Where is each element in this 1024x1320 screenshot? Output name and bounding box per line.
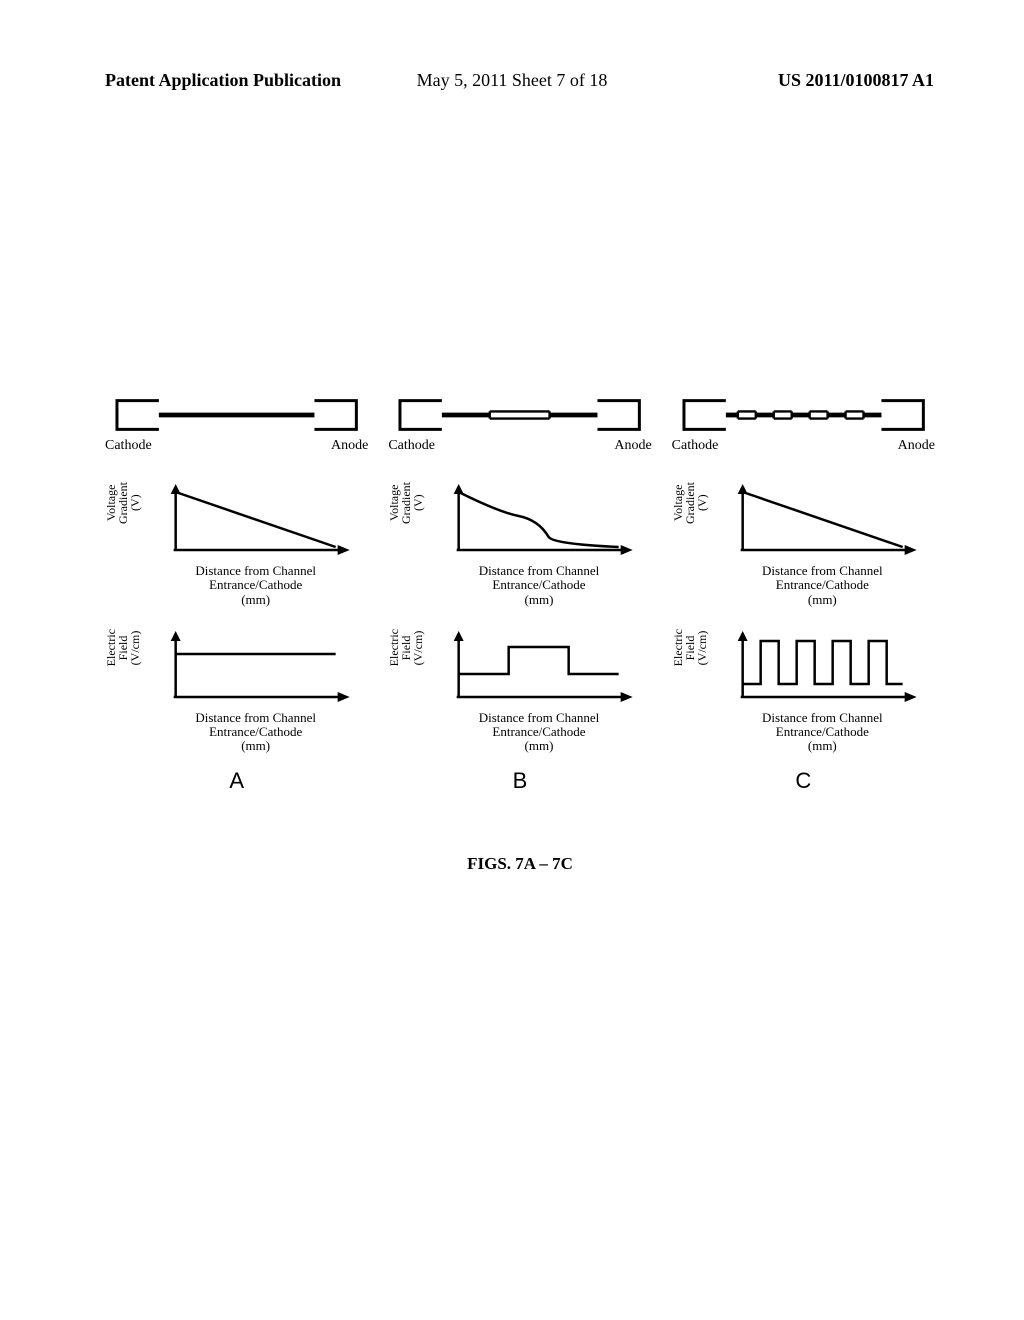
efield-plot-c — [710, 629, 935, 709]
efield-xlabel-c: Distance from ChannelEntrance/Cathode(mm… — [762, 711, 883, 754]
column-letter-b: B — [513, 768, 528, 794]
voltage-xlabel-c: Distance from ChannelEntrance/Cathode(mm… — [762, 564, 883, 607]
column-letter-a: A — [229, 768, 244, 794]
efield-ylabel: ElectricField(V/cm) — [388, 629, 424, 666]
column-letter-c: C — [795, 768, 811, 794]
electrode-labels-c: Cathode Anode — [672, 438, 935, 454]
electrode-labels-a: Cathode Anode — [105, 438, 368, 454]
header-right: US 2011/0100817 A1 — [778, 70, 934, 91]
figure-area: Cathode Anode VoltageGradient(V) Distanc… — [105, 390, 935, 874]
efield-xlabel-a: Distance from ChannelEntrance/Cathode(mm… — [195, 711, 316, 754]
efield-row-c: ElectricField(V/cm) Distance from Channe… — [672, 629, 935, 754]
page-header: Patent Application Publication May 5, 20… — [0, 0, 1024, 91]
channel-diagram-a — [105, 390, 368, 440]
efield-ylabel: ElectricField(V/cm) — [672, 629, 708, 666]
voltage-plot-a — [143, 482, 368, 562]
anode-label: Anode — [331, 438, 368, 454]
column-b: Cathode Anode VoltageGradient(V) Distanc… — [388, 390, 651, 794]
efield-plot-b — [426, 629, 651, 709]
column-a: Cathode Anode VoltageGradient(V) Distanc… — [105, 390, 368, 794]
cathode-label: Cathode — [388, 438, 435, 454]
voltage-xlabel-b: Distance from ChannelEntrance/Cathode(mm… — [479, 564, 600, 607]
voltage-row-a: VoltageGradient(V) Distance from Channel… — [105, 482, 368, 607]
efield-row-b: ElectricField(V/cm) Distance from Channe… — [388, 629, 651, 754]
efield-xlabel-b: Distance from ChannelEntrance/Cathode(mm… — [479, 711, 600, 754]
figure-columns: Cathode Anode VoltageGradient(V) Distanc… — [105, 390, 935, 794]
header-left: Patent Application Publication — [105, 70, 341, 91]
figure-caption: FIGS. 7A – 7C — [105, 854, 935, 874]
voltage-plot-c — [710, 482, 935, 562]
column-c: Cathode Anode VoltageGradient(V) Distanc… — [672, 390, 935, 794]
voltage-plot-b — [426, 482, 651, 562]
electrode-labels-b: Cathode Anode — [388, 438, 651, 454]
efield-ylabel: ElectricField(V/cm) — [105, 629, 141, 666]
cathode-label: Cathode — [105, 438, 152, 454]
voltage-ylabel: VoltageGradient(V) — [105, 482, 141, 524]
voltage-xlabel-a: Distance from ChannelEntrance/Cathode(mm… — [195, 564, 316, 607]
cathode-label: Cathode — [672, 438, 719, 454]
anode-label: Anode — [898, 438, 935, 454]
header-center: May 5, 2011 Sheet 7 of 18 — [417, 70, 608, 91]
voltage-ylabel: VoltageGradient(V) — [388, 482, 424, 524]
voltage-row-b: VoltageGradient(V) Distance from Channel… — [388, 482, 651, 607]
efield-row-a: ElectricField(V/cm) Distance from Channe… — [105, 629, 368, 754]
channel-diagram-b — [388, 390, 651, 440]
voltage-row-c: VoltageGradient(V) Distance from Channel… — [672, 482, 935, 607]
voltage-ylabel: VoltageGradient(V) — [672, 482, 708, 524]
anode-label: Anode — [614, 438, 651, 454]
channel-diagram-c — [672, 390, 935, 440]
efield-plot-a — [143, 629, 368, 709]
